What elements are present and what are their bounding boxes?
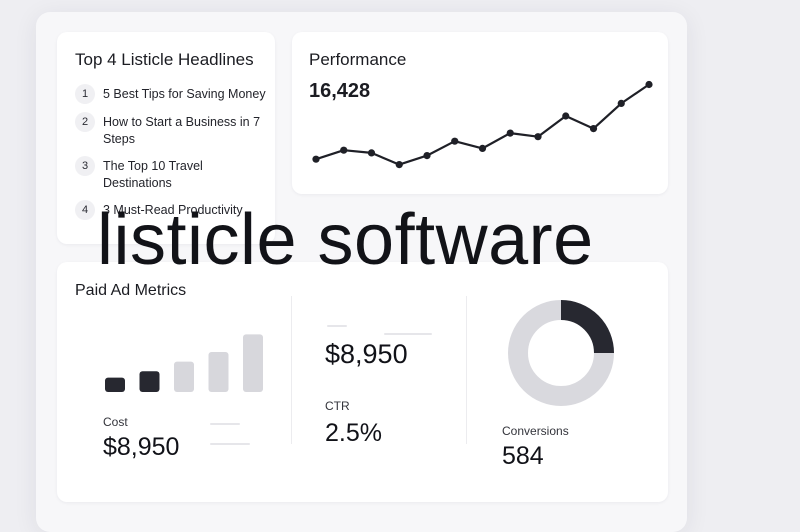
cost-bar: [139, 371, 160, 392]
headlines-card: Top 4 Listicle Headlines 1 5 Best Tips f…: [57, 32, 275, 244]
performance-point: [534, 133, 542, 141]
donut-segment: [560, 300, 614, 354]
performance-point: [367, 149, 376, 157]
cost-bar-chart: [105, 334, 263, 392]
list-item-text: 5 Best Tips for Saving Money: [103, 87, 266, 101]
paid-ad-metrics-card: Paid Ad Metrics Cost $8,950 $8,950 CTR 2…: [57, 262, 668, 502]
headlines-list: 1 5 Best Tips for Saving Money 2 How to …: [75, 84, 270, 230]
ctr-label: CTR: [325, 399, 350, 413]
conversions-donut-chart: [508, 300, 614, 406]
placeholder-line: [210, 443, 250, 445]
list-item-number: 2: [75, 112, 95, 132]
list-item[interactable]: 4 3 Must-Read Productivity: [75, 200, 270, 220]
column-divider: [291, 296, 292, 444]
headlines-title: Top 4 Listicle Headlines: [75, 50, 254, 69]
list-item[interactable]: 3 The Top 10 Travel Destinations: [75, 156, 270, 192]
list-item-number: 3: [75, 156, 95, 176]
performance-title: Performance: [309, 50, 407, 69]
placeholder-line: [327, 325, 347, 327]
list-item[interactable]: 2 How to Start a Business in 7 Steps: [75, 112, 270, 148]
placeholder-line: [384, 333, 432, 335]
performance-card: Performance 16,428: [292, 32, 668, 194]
column-divider: [466, 296, 467, 444]
performance-value: 16,428: [309, 80, 371, 102]
performance-point: [617, 99, 625, 107]
performance-line: [314, 83, 651, 166]
ctr-value: 2.5%: [325, 419, 382, 447]
performance-point: [451, 137, 459, 145]
cost-value: $8,950: [103, 433, 180, 461]
performance-line-chart: [312, 80, 653, 169]
performance-point: [562, 112, 570, 120]
overlay-headline: listicle software: [97, 200, 594, 280]
list-item-text: The Top 10 Travel Destinations: [103, 159, 203, 190]
conversions-label: Conversions: [502, 424, 569, 438]
list-item[interactable]: 1 5 Best Tips for Saving Money: [75, 84, 270, 104]
conversions-value: 584: [502, 442, 544, 470]
performance-point: [589, 125, 598, 133]
cost-bar: [105, 377, 125, 392]
performance-point: [478, 144, 487, 152]
metrics-title: Paid Ad Metrics: [75, 282, 187, 299]
list-item-text: How to Start a Business in 7 Steps: [103, 115, 261, 146]
performance-point: [506, 129, 514, 137]
cost-bar: [208, 352, 229, 392]
list-item-number: 4: [75, 200, 95, 220]
placeholder-line: [210, 423, 240, 425]
performance-point: [395, 161, 403, 169]
performance-point: [312, 155, 320, 163]
performance-point: [423, 152, 431, 160]
list-item-text: 3 Must-Read Productivity: [103, 203, 243, 217]
performance-point: [340, 146, 348, 154]
cost-label: Cost: [103, 415, 128, 429]
spend-value: $8,950: [325, 339, 408, 369]
cost-bar: [174, 361, 194, 392]
cost-bar: [243, 334, 263, 392]
performance-point: [645, 80, 653, 89]
list-item-number: 1: [75, 84, 95, 104]
